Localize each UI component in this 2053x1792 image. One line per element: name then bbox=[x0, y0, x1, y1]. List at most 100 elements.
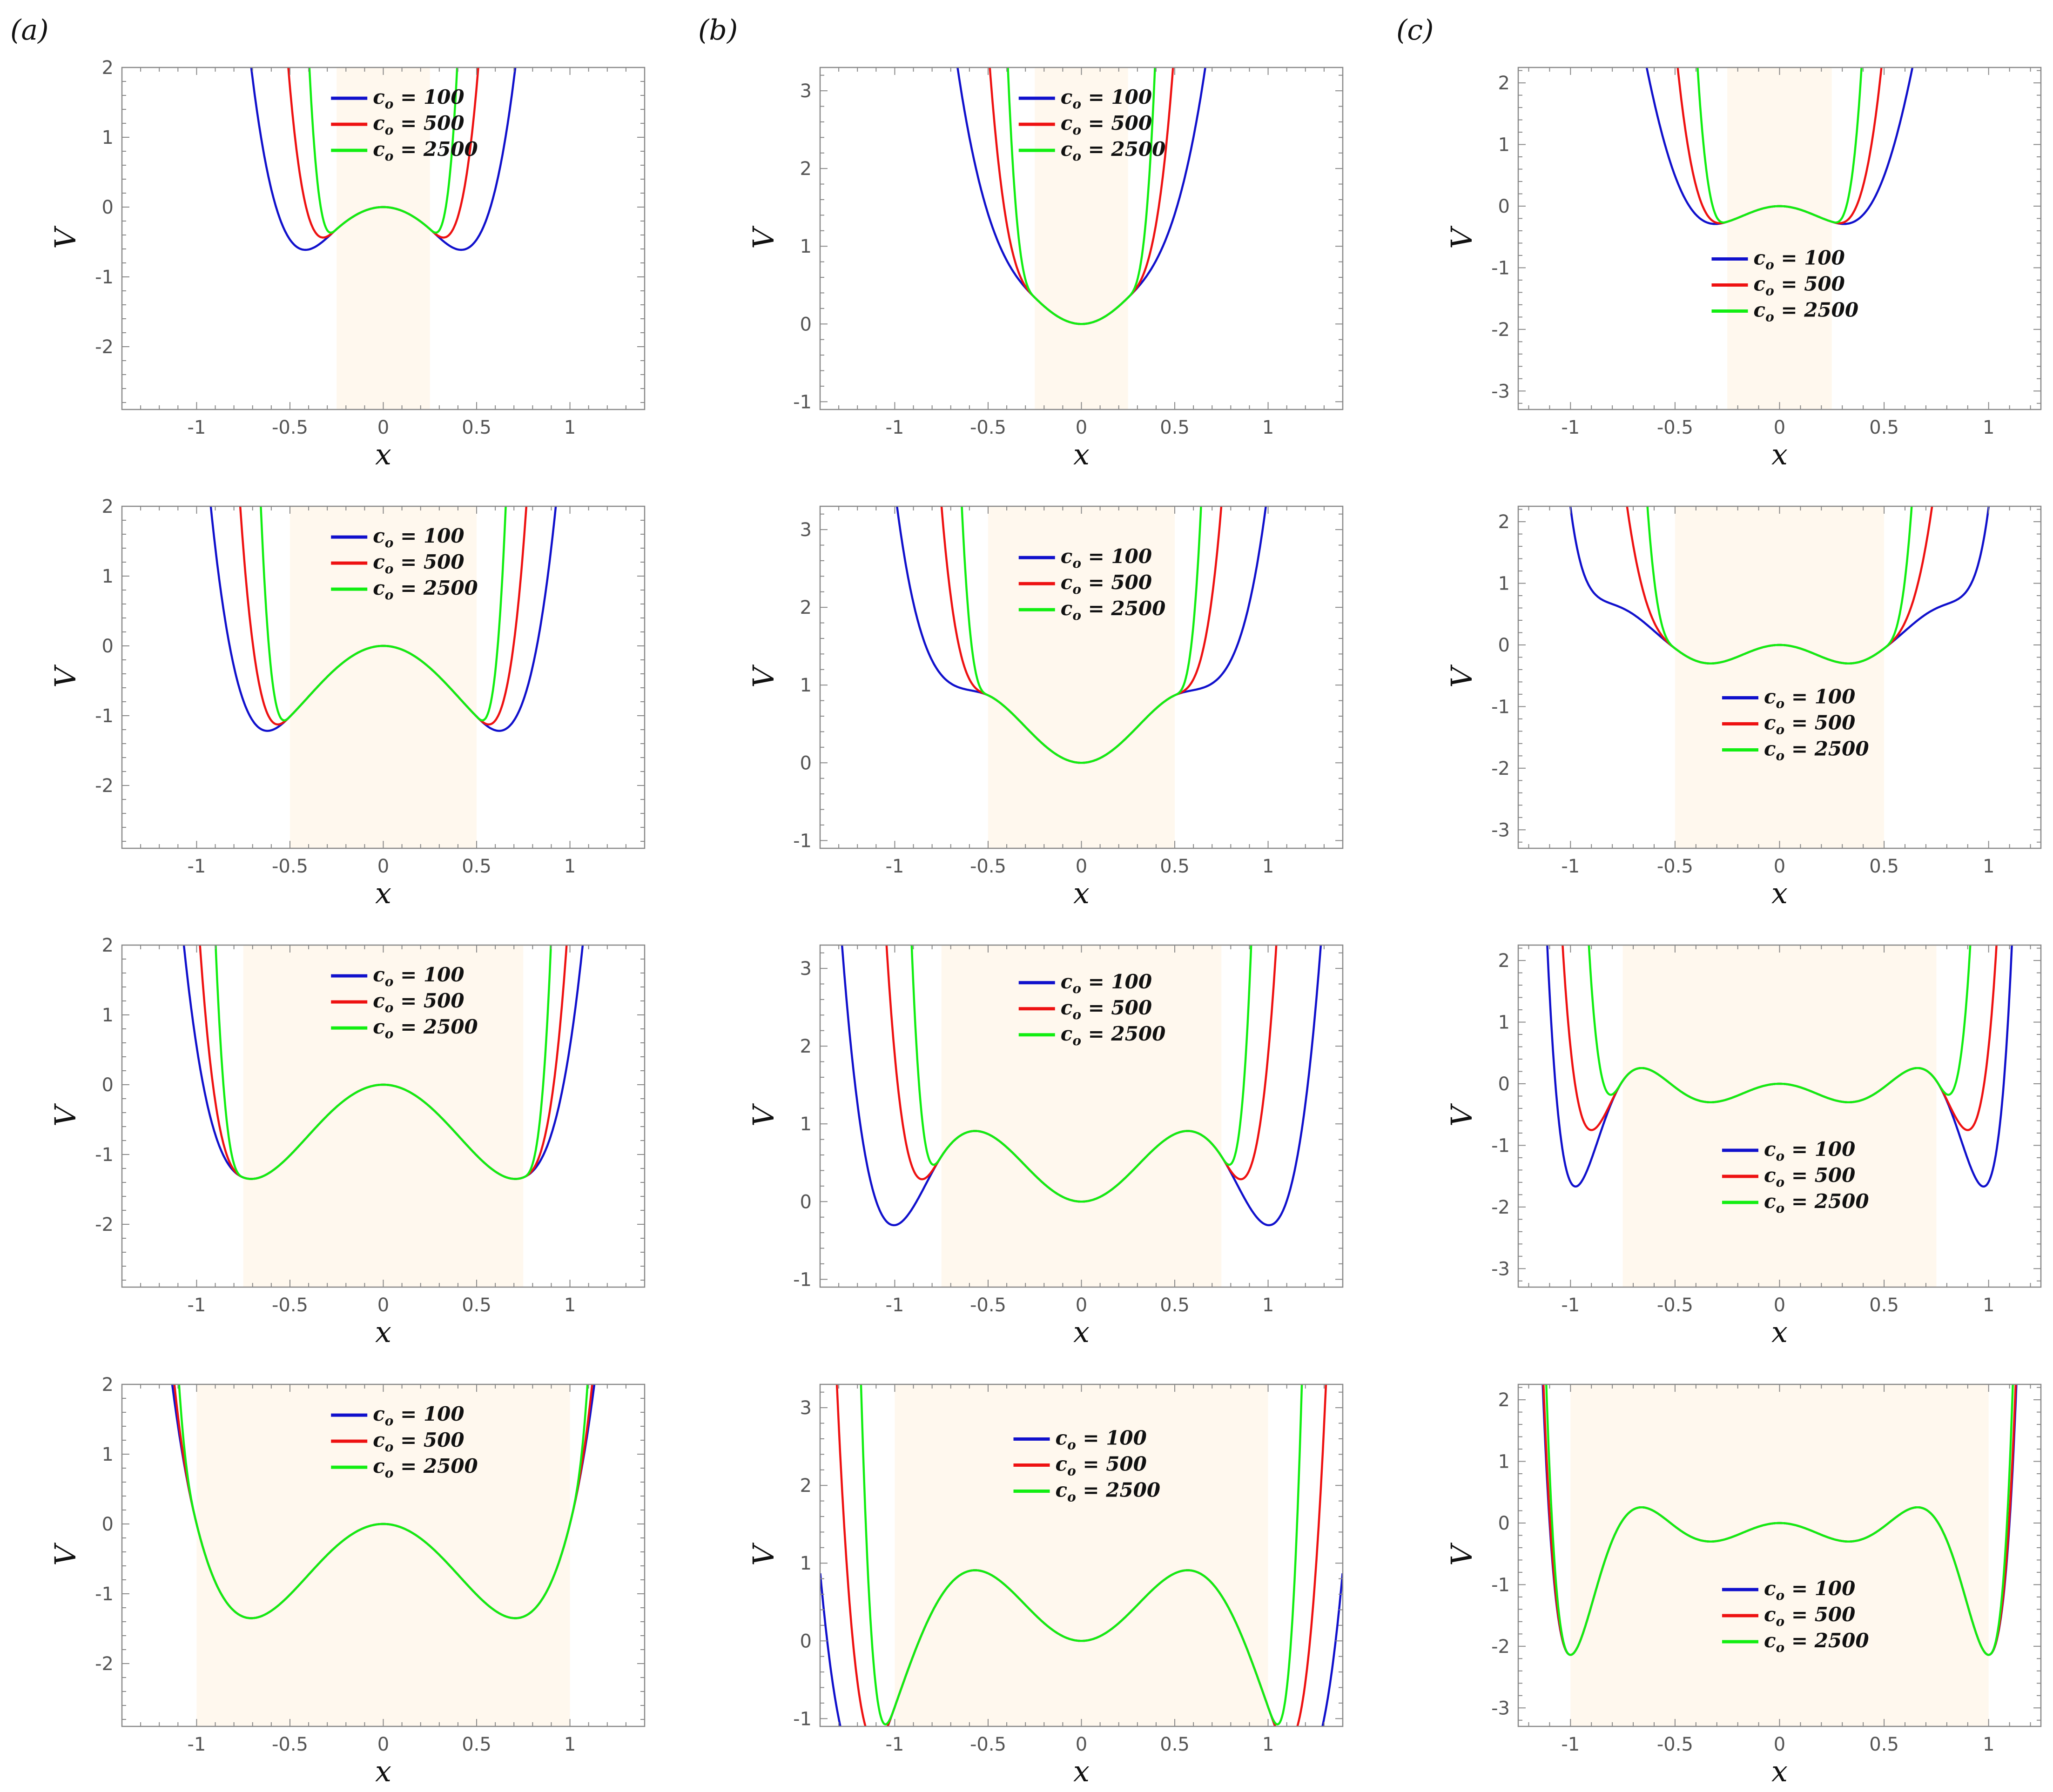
y-tick-label: 1 bbox=[1498, 134, 1510, 156]
legend-entry: co = 2500 bbox=[1764, 1190, 1869, 1216]
y-tick-label: -2 bbox=[95, 1214, 114, 1235]
y-tick-label: 3 bbox=[800, 1397, 812, 1419]
y-axis-label: V bbox=[747, 1542, 781, 1566]
series-line-2 bbox=[1646, 506, 1913, 664]
x-tick-label: 1 bbox=[1983, 1295, 1994, 1316]
x-tick-label: -1 bbox=[885, 417, 904, 438]
x-tick-label: 0.5 bbox=[462, 856, 491, 877]
x-tick-label: 0 bbox=[1774, 1295, 1785, 1316]
y-tick-label: 1 bbox=[800, 236, 812, 257]
x-tick-label: 1 bbox=[564, 856, 576, 877]
shaded-region bbox=[1727, 67, 1832, 409]
y-tick-label: 2 bbox=[102, 496, 114, 517]
y-tick-label: -2 bbox=[1491, 319, 1510, 341]
legend-entry: co = 500 bbox=[1764, 1603, 1855, 1629]
series-line-2 bbox=[215, 945, 552, 1180]
y-tick-label: -1 bbox=[1491, 1574, 1510, 1596]
x-axis-label: x bbox=[1771, 437, 1788, 471]
x-axis-label: x bbox=[1771, 1315, 1788, 1349]
series-line-2 bbox=[1588, 945, 1972, 1103]
legend-entry: co = 100 bbox=[373, 524, 464, 550]
x-tick-label: -1 bbox=[885, 1295, 904, 1316]
y-tick-label: 0 bbox=[1498, 1074, 1510, 1095]
curves bbox=[1546, 945, 2013, 1188]
legend-entry: co = 500 bbox=[1061, 571, 1152, 597]
y-tick-label: -1 bbox=[1491, 696, 1510, 718]
x-tick-label: -1 bbox=[187, 856, 206, 877]
x-tick-label: 0 bbox=[377, 1734, 389, 1755]
legend-entry: co = 500 bbox=[1061, 996, 1152, 1022]
y-tick-label: 3 bbox=[800, 519, 812, 541]
legend-entry: co = 100 bbox=[1061, 86, 1152, 112]
series-line-2 bbox=[860, 1384, 1303, 1725]
x-tick-label: 0 bbox=[1774, 1734, 1785, 1755]
y-tick-label: -1 bbox=[95, 267, 114, 288]
y-axis-label: V bbox=[48, 1103, 82, 1127]
shaded-region bbox=[988, 506, 1175, 848]
x-tick-label: -0.5 bbox=[272, 417, 308, 438]
panel-label-a: (a) bbox=[10, 14, 49, 47]
y-tick-label: 0 bbox=[102, 1514, 114, 1535]
x-tick-label: -0.5 bbox=[970, 1295, 1006, 1316]
curves bbox=[1541, 1384, 2018, 1656]
x-tick-label: -0.5 bbox=[272, 1734, 308, 1755]
x-tick-label: -0.5 bbox=[1657, 417, 1693, 438]
x-tick-label: 0.5 bbox=[1160, 417, 1190, 438]
y-tick-label: -3 bbox=[1491, 381, 1510, 402]
x-axis-label: x bbox=[375, 437, 391, 471]
y-axis-label: V bbox=[48, 225, 82, 249]
y-tick-label: -1 bbox=[1491, 257, 1510, 279]
y-axis-label: V bbox=[1445, 664, 1479, 688]
shaded-region bbox=[1675, 506, 1885, 848]
panel-label-b: (b) bbox=[698, 14, 738, 47]
y-tick-label: 1 bbox=[800, 675, 812, 696]
shaded-region bbox=[243, 945, 524, 1287]
x-tick-label: 1 bbox=[564, 1295, 576, 1316]
y-tick-label: 0 bbox=[102, 1074, 114, 1096]
legend-entry: co = 2500 bbox=[373, 1455, 478, 1481]
legend-entry: co = 500 bbox=[373, 112, 464, 138]
legend-entry: co = 100 bbox=[1764, 1138, 1855, 1164]
x-tick-label: -0.5 bbox=[970, 1734, 1006, 1755]
x-tick-label: 0 bbox=[1076, 1295, 1087, 1316]
y-tick-label: 1 bbox=[800, 1553, 812, 1574]
y-tick-label: -3 bbox=[1491, 1698, 1510, 1719]
y-tick-label: 2 bbox=[1498, 73, 1510, 94]
y-tick-label: -2 bbox=[1491, 1636, 1510, 1658]
y-tick-label: 2 bbox=[1498, 511, 1510, 533]
legend-entry: co = 100 bbox=[373, 86, 464, 112]
x-axis-label: x bbox=[375, 1754, 391, 1788]
y-tick-label: 1 bbox=[1498, 1451, 1510, 1473]
series-line-2 bbox=[1696, 67, 1863, 224]
x-tick-label: 1 bbox=[1983, 1734, 1994, 1755]
legend-entry: co = 500 bbox=[373, 550, 464, 577]
y-tick-label: 0 bbox=[800, 1631, 812, 1652]
y-axis-label: V bbox=[1445, 1103, 1479, 1127]
panel-label-c: (c) bbox=[1396, 14, 1434, 47]
x-tick-label: 1 bbox=[564, 1734, 576, 1755]
x-tick-label: 1 bbox=[1983, 417, 1994, 438]
legend-entry: co = 100 bbox=[373, 963, 464, 989]
x-tick-label: -1 bbox=[187, 1734, 206, 1755]
x-tick-label: 0.5 bbox=[1869, 856, 1899, 877]
y-tick-label: -2 bbox=[95, 775, 114, 797]
y-tick-label: -1 bbox=[1491, 1135, 1510, 1156]
y-tick-label: 0 bbox=[1498, 196, 1510, 217]
y-tick-label: 1 bbox=[800, 1114, 812, 1135]
x-tick-label: -0.5 bbox=[272, 856, 308, 877]
x-tick-label: 0 bbox=[377, 856, 389, 877]
x-tick-label: 0.5 bbox=[1160, 1734, 1190, 1755]
legend-entry: co = 2500 bbox=[1764, 738, 1869, 764]
y-tick-label: 2 bbox=[800, 158, 812, 180]
